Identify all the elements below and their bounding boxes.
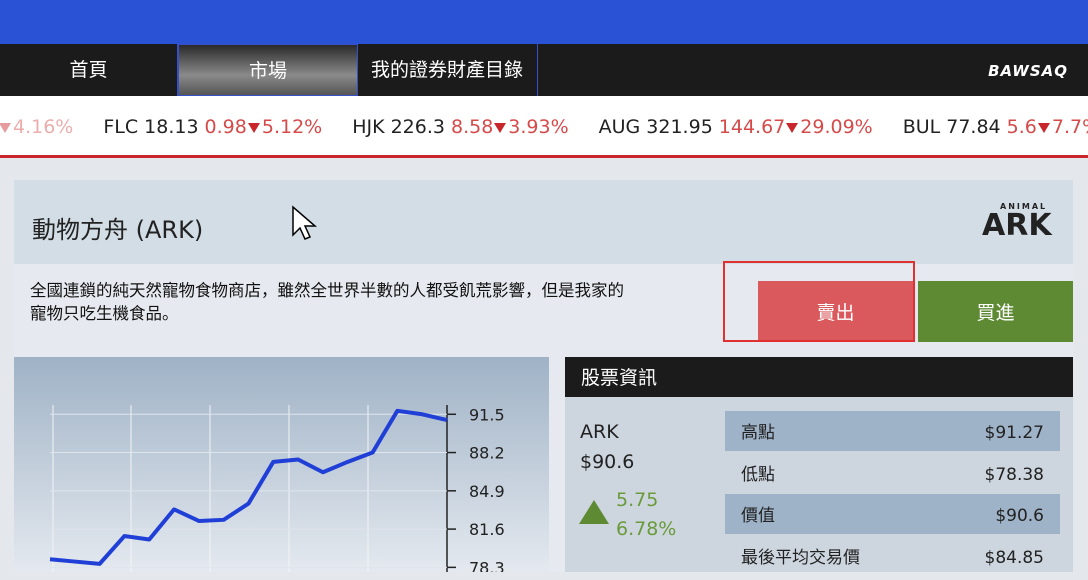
nav-tab[interactable]: 市場 — [178, 44, 358, 96]
ticker-percent: 3.93% — [508, 116, 569, 138]
y-tick-label: 91.5 — [469, 405, 505, 424]
price-line — [49, 408, 448, 566]
down-icon — [0, 123, 11, 133]
y-tick-label: 84.9 — [469, 482, 505, 501]
description-line: 全國連鎖的純天然寵物食物商店，雖然全世界半數的人都受飢荒影響，但是我家的 — [30, 281, 624, 300]
chart-background — [14, 357, 549, 572]
nav-bar: 首頁 市場 我的證券財產目錄 — [0, 44, 1088, 96]
description: 全國連鎖的純天然寵物食物商店，雖然全世界半數的人都受飢荒影響，但是我家的 寵物只吃… — [30, 279, 624, 325]
price-chart: 91.5 88.2 84.9 81.6 78.3 — [14, 357, 549, 572]
ticker-percent: 5.12% — [261, 116, 323, 138]
y-tick-label: 78.3 — [469, 558, 505, 572]
ticker-percent: 29.09% — [800, 116, 873, 138]
info-row: 最後平均交易價 $84.85 — [725, 536, 1060, 576]
info-value: $78.38 — [984, 464, 1044, 485]
down-icon — [494, 123, 507, 133]
cursor — [292, 205, 318, 240]
stock-symbol: ARK — [580, 421, 619, 443]
ticker: 4.16% FLC 18.13 0.98 5.12% HJK 226.3 8.58 3.93% A… — [0, 96, 1088, 158]
logo-small: ANIMAL — [1000, 202, 1048, 211]
nav-tab[interactable]: 我的證券財產目錄 — [357, 44, 538, 96]
ticker-percent: 4.16% — [13, 116, 74, 138]
ticker-item: 4.16% — [0, 116, 73, 138]
stock-change: 5.75 — [616, 489, 659, 511]
ticker-price: 321.95 — [646, 116, 713, 138]
company-logo: ARK — [982, 208, 1052, 243]
ticker-change: 5.6 — [1006, 116, 1037, 138]
ticker-item: HJK 226.3 8.58 3.93% — [352, 116, 568, 138]
info-value: $84.85 — [984, 547, 1044, 568]
info-row: 低點 $78.38 — [725, 453, 1060, 493]
y-tick-label: 81.6 — [469, 520, 505, 539]
down-icon — [247, 123, 260, 133]
up-icon — [579, 500, 609, 524]
stock-price: $90.6 — [580, 451, 635, 473]
ticker-change: 0.98 — [204, 116, 247, 138]
ticker-symbol: BUL — [902, 116, 941, 138]
info-label: 價值 — [741, 506, 775, 526]
down-icon — [1037, 123, 1050, 133]
ticker-symbol: AUG — [598, 116, 641, 138]
stock-info-title: 股票資訊 — [565, 357, 1073, 397]
info-row: 高點 $91.27 — [725, 411, 1060, 451]
info-label: 最後平均交易價 — [741, 547, 860, 568]
info-label: 低點 — [741, 464, 775, 485]
logo: BAWSAQ — [988, 62, 1068, 80]
ticker-symbol: HJK — [352, 116, 385, 138]
buy-button[interactable]: 買進 — [918, 281, 1073, 342]
highlight-box — [723, 261, 915, 342]
ticker-price: 226.3 — [390, 116, 445, 138]
company-header — [14, 180, 1073, 264]
sell-button[interactable]: 賣出 — [758, 281, 913, 342]
info-value: $91.27 — [984, 423, 1044, 443]
y-tick-label: 88.2 — [469, 444, 505, 463]
description-line: 寵物只吃生機食品。 — [30, 304, 179, 323]
ticker-price: 77.84 — [946, 116, 1001, 138]
info-row: 價值 $90.6 — [725, 494, 1060, 534]
ticker-price: 18.13 — [144, 116, 199, 138]
ticker-symbol: FLC — [103, 116, 139, 138]
nav-tab[interactable]: 首頁 — [0, 44, 178, 96]
down-icon — [786, 123, 799, 133]
top-bar — [0, 0, 1088, 44]
info-value: $90.6 — [995, 506, 1044, 526]
ticker-percent: 7.7% — [1051, 116, 1088, 138]
info-label: 高點 — [741, 423, 775, 443]
ticker-item: AUG 321.95 144.67 29.09% — [599, 116, 873, 138]
ticker-change: 8.58 — [450, 116, 494, 138]
ticker-item: FLC 18.13 0.98 5.12% — [103, 116, 322, 138]
company-name: 動物方舟 (ARK) — [32, 216, 204, 244]
stock-change-percent: 6.78% — [616, 518, 677, 540]
ticker-change: 144.67 — [718, 116, 786, 138]
